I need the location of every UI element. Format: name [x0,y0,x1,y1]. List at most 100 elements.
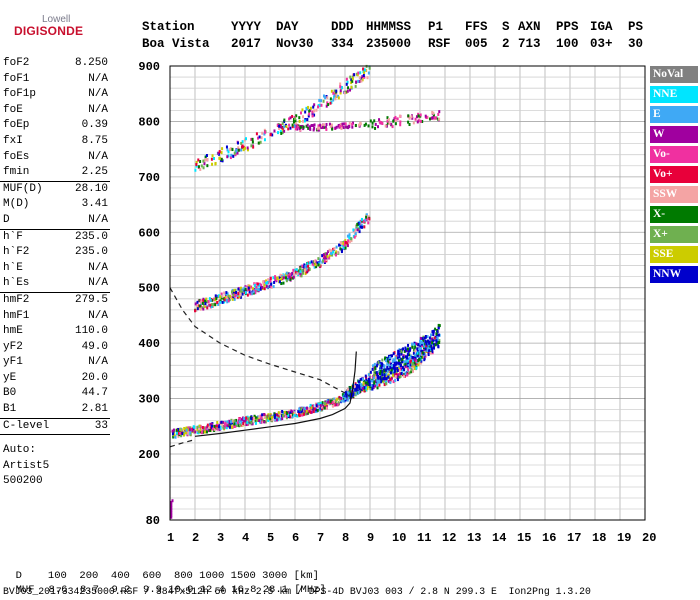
trace-point [227,154,230,158]
trace-point [437,326,440,330]
x-tick-label: 18 [592,531,606,545]
trace-point [195,160,198,164]
param-row: hmE 110.0 [0,324,110,340]
trace-point [420,349,423,353]
legend: NoVal NNE E W Vo- Vo+ SSW X- X+ SSE NNW [650,66,698,286]
trace-point [362,379,365,383]
trace-point [289,415,292,419]
trace-point [393,373,396,377]
trace-point [412,351,415,355]
trace-point [368,66,371,70]
trace-point [291,410,294,414]
trace-point [281,417,284,421]
trace-point [396,369,399,373]
trace-point [196,304,199,308]
trace-point [362,67,365,71]
trace-point [346,89,349,93]
trace-point [172,428,175,432]
trace-point [299,111,302,115]
x-tick-label: 10 [392,531,406,545]
trace-point [430,344,433,348]
trace-point [289,277,292,281]
trace-point [220,151,223,155]
trace-point [330,252,333,256]
trace-point [438,339,441,343]
trace-point [351,394,354,398]
param-separator [0,180,110,182]
trace-point [196,307,199,311]
param-value: 110.0 [74,325,108,338]
trace-point [436,330,439,334]
trace-point [292,120,295,124]
trace-point [261,413,264,417]
trace-point [278,126,281,130]
trace-point [294,117,297,121]
trace-point [237,287,240,291]
trace-point [359,219,362,223]
trace-point [276,418,279,422]
trace-point [322,123,325,127]
profile-dashed-base [169,439,196,448]
trace-point [429,347,432,351]
trace-point [353,385,356,389]
trace-point [410,370,413,374]
param-label: h`F [3,230,23,243]
trace-point [362,381,365,385]
trace-point [214,294,217,298]
param-row: foEs N/A [0,150,110,166]
param-label: foF1 [3,72,30,85]
trace-point [338,395,341,399]
trace-point [288,117,291,121]
trace-point [373,369,376,373]
trace-point [170,504,173,508]
trace-point [308,112,311,116]
trace-point [365,383,368,387]
trace-point [392,358,395,362]
trace-point [372,364,375,368]
trace-point [337,94,340,98]
trace-point [376,386,379,390]
trace-point [387,373,390,377]
trace-point [341,393,344,397]
trace-point [413,361,416,365]
trace-point [396,367,399,371]
trace-point [225,420,228,424]
trace-point [351,75,354,79]
x-tick-label: 11 [417,531,431,545]
trace-point [201,429,204,433]
trace-point [270,418,273,422]
trace-point [411,345,414,349]
trace-point [248,290,251,294]
trace-point [183,426,186,430]
trace-point [380,366,383,370]
trace-point [299,125,302,129]
trace-point [365,377,368,381]
trace-point [310,124,313,128]
trace-point [226,292,229,296]
trace-point [424,335,427,339]
trace-point [322,253,325,257]
trace-point [285,279,288,283]
trace-point [278,413,281,417]
trace-point [307,261,310,265]
trace-point [348,124,351,128]
trace-point [314,263,317,267]
trace-point [350,81,353,85]
trace-point [251,287,254,291]
trace-point [347,396,350,400]
trace-point [398,372,401,376]
trace-point [207,425,210,429]
trace-point [402,347,405,351]
trace-point [229,420,232,424]
trace-point [219,295,222,299]
trace-point [226,295,229,299]
param-row: foF1 N/A [0,72,110,88]
trace-point [341,122,344,126]
trace-point [414,349,417,353]
trace-point [281,276,284,280]
trace-point [171,432,174,436]
trace-point [316,404,319,408]
trace-point [365,217,368,221]
trace-point [280,131,283,135]
trace-point [191,429,194,433]
